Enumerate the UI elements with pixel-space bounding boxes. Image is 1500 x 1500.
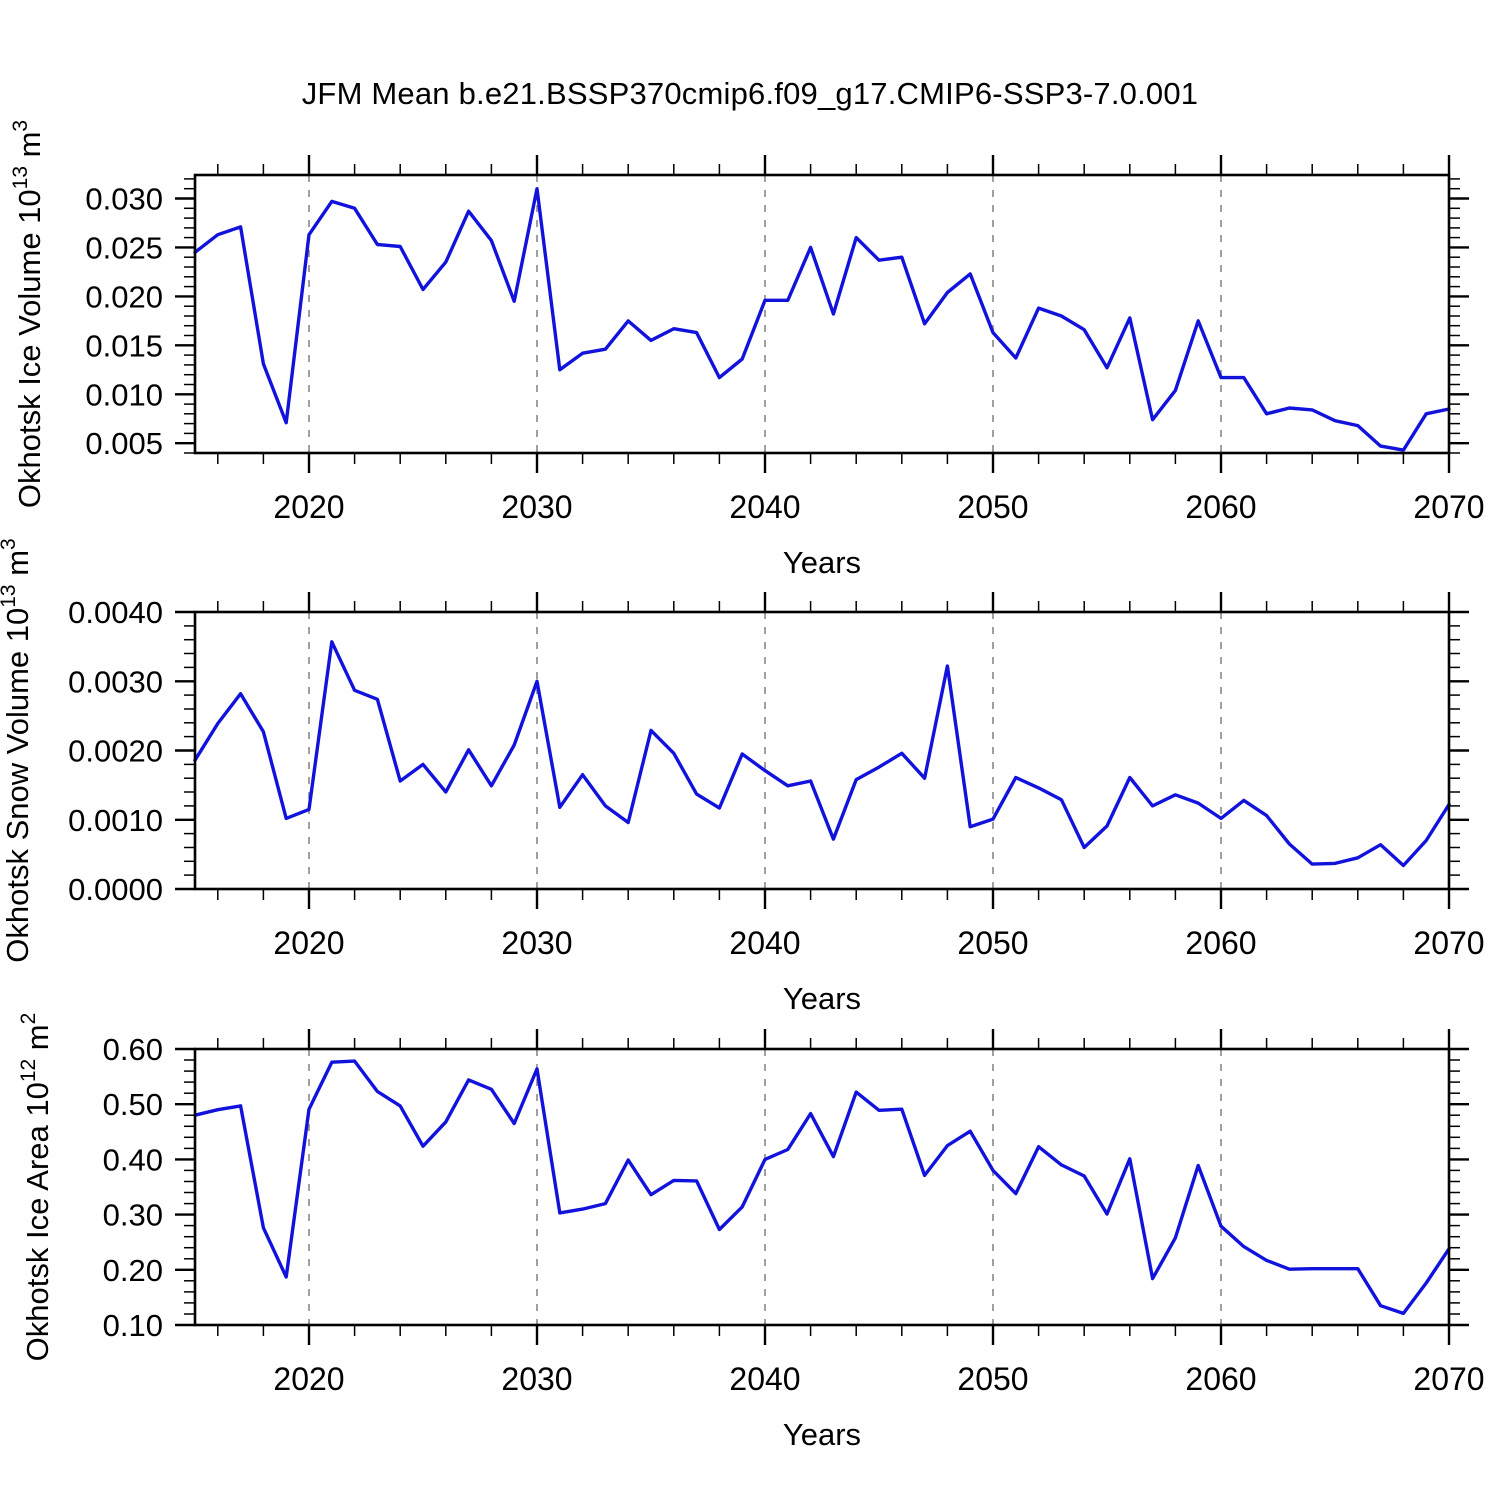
chart-title: JFM Mean b.e21.BSSP370cmip6.f09_g17.CMIP… <box>301 76 1199 111</box>
x-tick-label: 2040 <box>729 1361 800 1397</box>
y-tick-label: 0.020 <box>85 279 163 314</box>
y-tick-label: 0.015 <box>85 328 163 363</box>
y-tick-label: 0.0040 <box>68 595 163 630</box>
y-tick-label: 0.20 <box>103 1253 163 1288</box>
x-tick-label: 2020 <box>273 1361 344 1397</box>
ice-volume-curve <box>193 186 1451 452</box>
ice-area-curve <box>193 1059 1451 1316</box>
y-tick-label: 0.0020 <box>68 734 163 769</box>
snow-volume-curve <box>193 640 1451 868</box>
y-tick-label: 0.60 <box>103 1032 163 1067</box>
x-tick-label: 2050 <box>957 925 1028 961</box>
x-tick-label: 2030 <box>501 489 572 525</box>
y-tick-label: 0.010 <box>85 377 163 412</box>
y-axis-title: Okhotsk Ice Volume 1013 m3 <box>9 120 47 508</box>
y-tick-label: 0.025 <box>85 230 163 265</box>
y-tick-label: 0.50 <box>103 1087 163 1122</box>
x-tick-label: 2050 <box>957 1361 1028 1397</box>
x-tick-label: 2070 <box>1413 925 1484 961</box>
panel-ice-volume: 0.005 0.010 0.015 0.020 0.025 0.030 2020 2030 20… <box>9 120 1485 580</box>
x-tick-label: 2020 <box>273 925 344 961</box>
x-tick-label: 2050 <box>957 489 1028 525</box>
x-axis-title: Years <box>783 545 861 580</box>
panel-frame <box>193 173 1451 455</box>
y-axis-title: Okhotsk Ice Area 1012 m2 <box>17 1013 55 1362</box>
x-tick-label: 2030 <box>501 925 572 961</box>
panel-frame <box>193 610 1451 891</box>
x-tick-label: 2020 <box>273 489 344 525</box>
y-tick-label: 0.30 <box>103 1198 163 1233</box>
panel-snow-volume: 0.0000 0.0010 0.0020 0.0030 0.0040 2020 2030 20… <box>0 538 1485 1016</box>
x-tick-label: 2040 <box>729 925 800 961</box>
y-tick-label: 0.0000 <box>68 872 163 907</box>
x-axis-title: Years <box>783 981 861 1016</box>
x-tick-label: 2040 <box>729 489 800 525</box>
y-tick-label: 0.0010 <box>68 803 163 838</box>
x-tick-label: 2060 <box>1185 1361 1256 1397</box>
x-tick-label: 2070 <box>1413 489 1484 525</box>
y-tick-label: 0.10 <box>103 1308 163 1343</box>
x-tick-label: 2060 <box>1185 925 1256 961</box>
y-tick-label: 0.40 <box>103 1142 163 1177</box>
panel-ice-area: 0.10 0.20 0.30 0.40 0.50 0.60 2020 2030 2040 2050… <box>17 1013 1485 1452</box>
y-axis-title: Okhotsk Snow Volume 1013 m3 <box>0 538 35 962</box>
x-axis-title: Years <box>783 1417 861 1452</box>
y-tick-label: 0.005 <box>85 426 163 461</box>
panel-frame <box>193 1047 1451 1327</box>
x-tick-label: 2070 <box>1413 1361 1484 1397</box>
x-tick-label: 2030 <box>501 1361 572 1397</box>
x-tick-label: 2060 <box>1185 489 1256 525</box>
y-tick-label: 0.0030 <box>68 664 163 699</box>
y-tick-label: 0.030 <box>85 182 163 217</box>
